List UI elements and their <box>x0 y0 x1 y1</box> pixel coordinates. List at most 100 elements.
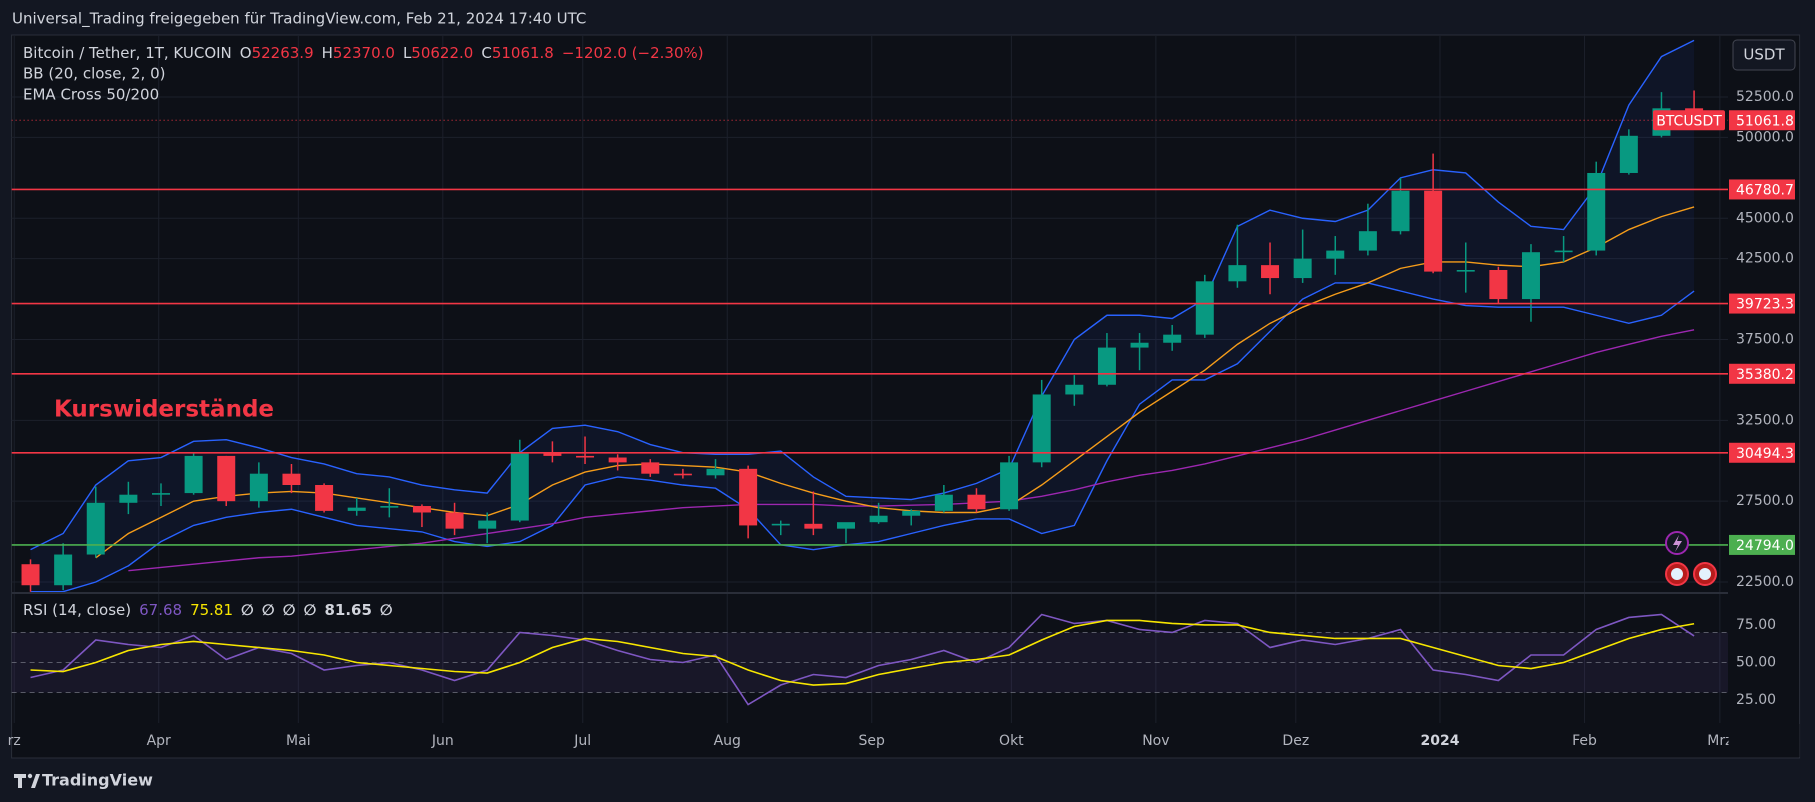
level-tag <box>1729 363 1795 384</box>
candle-body <box>1391 190 1410 232</box>
candle-body <box>1293 258 1312 279</box>
x-tick-label: Feb <box>1572 733 1597 749</box>
x-tick-label: 2024 <box>1420 733 1459 749</box>
x-tick-label: Mrz <box>1707 733 1732 749</box>
symbol-title: Bitcoin / Tether, 1T, KUCOIN <box>23 44 232 62</box>
symbol-legend: Bitcoin / Tether, 1T, KUCOIN O52263.9 H523… <box>23 44 704 62</box>
rsi-extra: ∅ <box>380 601 393 619</box>
annotation: Kurswiderstände <box>54 397 274 423</box>
rsi-value: 67.68 <box>139 601 182 619</box>
level-label: 46780.7 <box>1736 182 1794 198</box>
rsi-extra: ∅ <box>262 601 275 619</box>
level-label: 39723.3 <box>1736 297 1794 313</box>
level-label: 35380.2 <box>1736 367 1794 383</box>
level-tag <box>1729 179 1795 200</box>
level-label: 24794.0 <box>1736 538 1794 554</box>
candle-body <box>315 485 334 511</box>
candle-body <box>902 510 921 516</box>
currency-button[interactable] <box>1732 39 1796 71</box>
y-tick-label: 22500.0 <box>1736 574 1794 590</box>
candle-body <box>1130 342 1149 348</box>
level-label: 30494.3 <box>1736 446 1794 462</box>
candle-body <box>1358 231 1377 251</box>
ohlc-value: 52370.0 <box>333 44 395 62</box>
candle-body <box>445 512 464 529</box>
candle-body <box>412 506 431 513</box>
ohlc-value: 52263.9 <box>252 44 314 62</box>
candle-body <box>54 554 73 586</box>
level-tag <box>1729 442 1795 463</box>
ohlc-key: H <box>322 44 333 62</box>
candle-body <box>1326 250 1345 259</box>
candle-body <box>184 455 203 494</box>
event-icons <box>1665 531 1717 586</box>
y-tick-label: 32500.0 <box>1736 412 1794 428</box>
candle-body <box>1163 334 1182 343</box>
bb-upper <box>30 39 1695 551</box>
rsi-line <box>30 613 1695 706</box>
rsi-value: 75.81 <box>190 601 233 619</box>
y-tick-label: 45000.0 <box>1736 210 1794 226</box>
candle-body <box>1489 269 1508 300</box>
candle-body <box>836 522 855 529</box>
candle-body <box>478 520 497 529</box>
candle-body <box>1228 265 1247 282</box>
candle-body <box>1587 172 1606 251</box>
candle-body <box>1554 250 1573 253</box>
x-tick-label: Sep <box>859 733 886 749</box>
x-tick-label: Jul <box>573 733 591 749</box>
change: −1202.0 (−2.30%) <box>562 44 704 62</box>
rsi-line <box>30 619 1695 686</box>
candle-body <box>641 462 660 474</box>
chart-frame <box>11 34 1801 759</box>
indicator-legend: BB (20, close, 2, 0) <box>23 65 165 83</box>
y-tick-label: 50000.0 <box>1736 129 1794 145</box>
ohlc-value: 51061.8 <box>492 44 554 62</box>
x-tick-label: Nov <box>1142 733 1169 749</box>
candle-body <box>934 494 953 511</box>
overlay: rz Apr Mai Jun Jul Aug Sep Okt Nov Dez 2024 Feb Mrz 2… <box>8 44 1800 757</box>
y-tick-label: 52500.0 <box>1736 89 1794 105</box>
candle-body <box>1261 265 1280 279</box>
x-tick-label: Jun <box>431 733 454 749</box>
candle-body <box>673 473 692 476</box>
candle-body <box>1619 135 1638 173</box>
level-tag <box>1729 534 1795 555</box>
rsi-tick-label: 50.00 <box>1736 655 1776 671</box>
candle-body <box>1424 190 1443 272</box>
symbol-tag-label: BTCUSDT <box>1656 113 1722 129</box>
x-tick-label: Apr <box>147 733 171 749</box>
last-price-label: 51061.8 <box>1736 113 1794 129</box>
candle-body <box>119 494 138 503</box>
rsi-extra: ∅ <box>304 601 317 619</box>
rsi-tick-label: 25.00 <box>1736 692 1776 708</box>
rsi-title: RSI (14, close) <box>23 601 131 619</box>
candle-body <box>151 493 170 495</box>
ohlc-key: L <box>403 44 412 62</box>
x-tick-label: Aug <box>714 733 741 749</box>
bb-lower <box>30 282 1695 593</box>
candle-body <box>1456 269 1475 272</box>
y-tick-label: 42500.0 <box>1736 251 1794 267</box>
indicator-legend: EMA Cross 50/200 <box>23 86 159 104</box>
candle-body <box>576 455 595 458</box>
candle-body <box>706 468 725 476</box>
candle-body <box>380 506 399 508</box>
y-tick-label: 37500.0 <box>1736 332 1794 348</box>
ohlc-key: C <box>481 44 491 62</box>
x-tick-label: Mai <box>286 733 311 749</box>
candle-body <box>739 468 758 526</box>
symbol-tag <box>1653 110 1725 131</box>
currency-label[interactable]: USDT <box>1743 46 1785 64</box>
ema-slow <box>128 329 1695 572</box>
candle-body <box>608 457 627 463</box>
candle-body <box>86 502 105 555</box>
candle-body <box>1097 347 1116 385</box>
candle-body <box>21 564 40 586</box>
ohlc-value: 50622.0 <box>411 44 473 62</box>
candle-body <box>967 494 986 510</box>
rsi-legend: RSI (14, close) 67.68 75.81 ∅ ∅ ∅ ∅ 81.65 ∅ <box>23 601 393 619</box>
rsi-extra: 81.65 <box>324 601 371 619</box>
candle-body <box>1065 384 1084 395</box>
